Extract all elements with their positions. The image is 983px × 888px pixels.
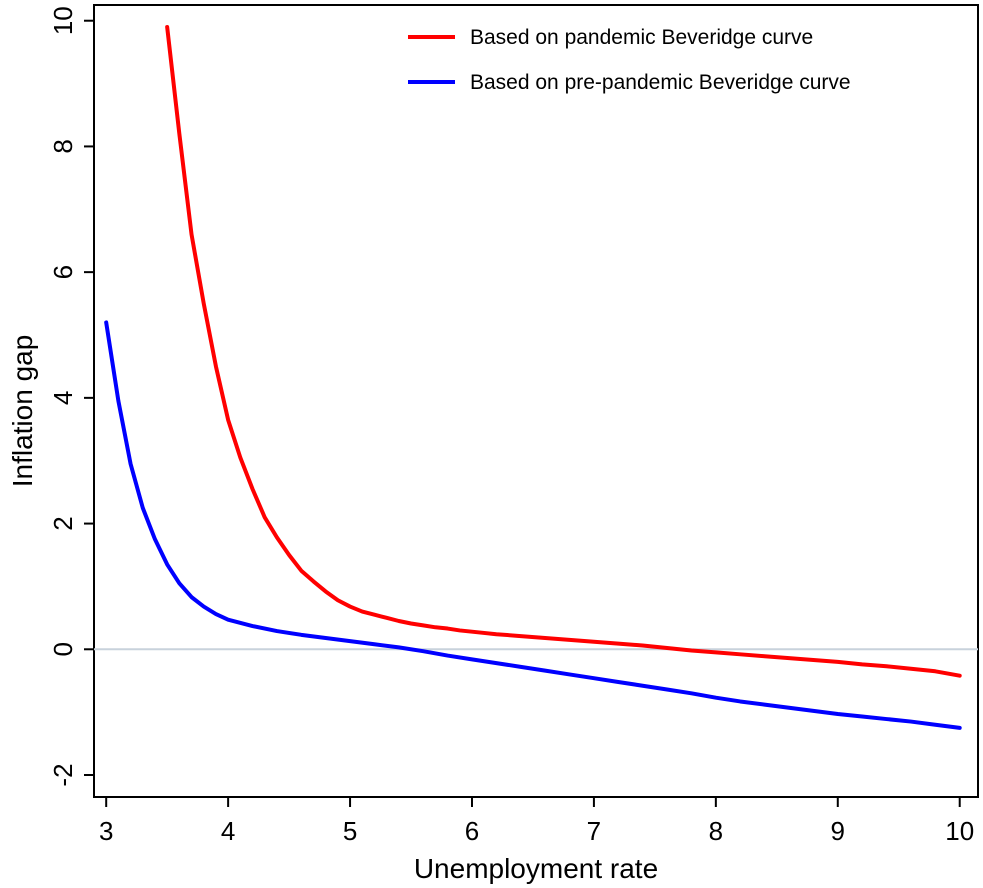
legend: Based on pandemic Beveridge curve Based o… [408, 26, 851, 94]
x-tick-label: 10 [945, 816, 974, 846]
y-tick-label: 0 [48, 642, 78, 656]
plot-frame [93, 4, 979, 798]
x-tick-label: 7 [587, 816, 601, 846]
x-axis-title: Unemployment rate [414, 853, 658, 884]
x-tick-label: 8 [709, 816, 723, 846]
y-tick-label: 6 [48, 265, 78, 279]
legend-label-2: Based on pre-pandemic Beveridge curve [470, 71, 851, 94]
series-line-1 [165, 25, 962, 678]
x-tick-label: 4 [221, 816, 235, 846]
y-tick-label: 4 [48, 391, 78, 405]
x-tick-label: 5 [343, 816, 357, 846]
x-tick-label: 6 [465, 816, 479, 846]
plot-frame-group [93, 4, 979, 798]
y-tick-label: 8 [48, 139, 78, 153]
legend-label-1: Based on pandemic Beveridge curve [470, 26, 813, 49]
series-line-2 [104, 320, 962, 730]
y-tick-label: 10 [48, 6, 78, 35]
y-axis-title: Inflation gap [7, 335, 38, 488]
y-axis-ticks: -2 0 2 4 6 8 10 [48, 6, 94, 787]
series-group [104, 25, 962, 730]
x-tick-label: 3 [99, 816, 113, 846]
x-axis-ticks: 3 4 5 6 7 8 9 10 [99, 797, 974, 846]
y-tick-label: -2 [48, 763, 78, 786]
x-tick-label: 9 [831, 816, 845, 846]
y-tick-label: 2 [48, 516, 78, 530]
